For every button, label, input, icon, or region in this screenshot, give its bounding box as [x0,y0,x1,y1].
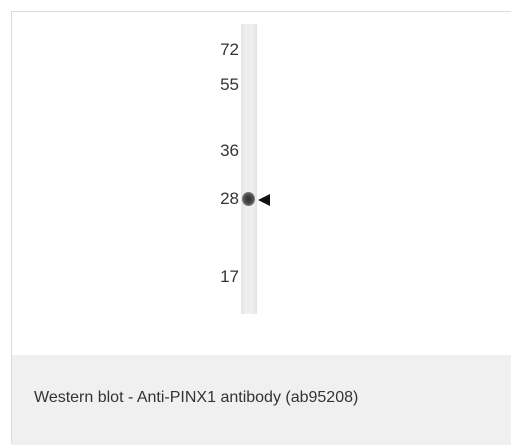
arrow-icon [258,194,270,206]
marker-label-72: 72 [220,40,239,59]
figure-caption: Western blot - Anti-PINX1 antibody (ab95… [34,389,359,406]
figure-card: 72 55 36 28 17 Western blot - Anti-PINX1… [11,11,511,445]
western-blot-image: 72 55 36 28 17 [12,12,511,356]
blot-lane [241,24,257,314]
marker-label-28: 28 [220,189,239,208]
figure-caption-panel: Western blot - Anti-PINX1 antibody (ab95… [12,355,511,445]
marker-label-55: 55 [220,75,239,94]
marker-label-36: 36 [220,141,239,160]
marker-label-17: 17 [220,267,239,286]
protein-band [242,192,255,206]
